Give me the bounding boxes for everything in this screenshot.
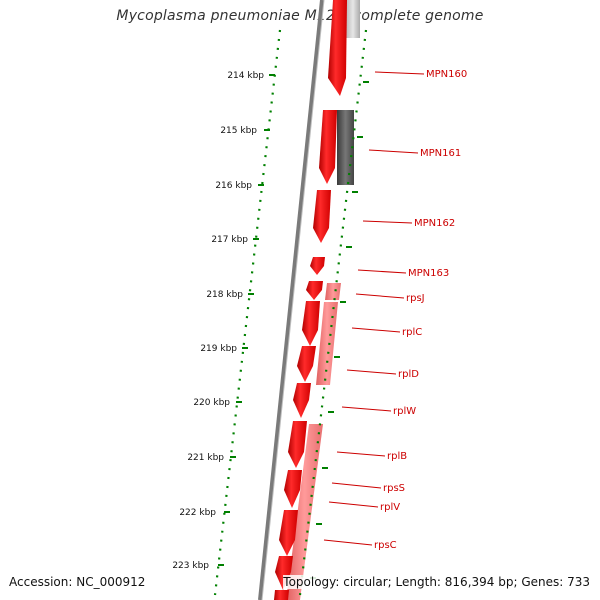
gene-red-rplc (302, 301, 320, 346)
genome-backbone-highlight (261, 0, 325, 600)
gene-red-rplw (293, 383, 311, 418)
gene-label: rplD (398, 369, 419, 380)
tick-label: 215 kbp (220, 126, 257, 136)
gene-red-mpn163 (310, 257, 325, 275)
gene-red-rplv (279, 510, 298, 556)
gene-label: rpsJ (406, 293, 425, 304)
gene-red-rpsj (306, 281, 323, 300)
map-title: Mycoplasma pneumoniae M129, complete gen… (116, 8, 484, 24)
gene-pink-rpsj (325, 283, 341, 300)
tick-label: 221 kbp (187, 453, 224, 463)
tick-label: 220 kbp (193, 398, 230, 408)
gene-label: MPN162 (414, 218, 455, 229)
genome-backbone (258, 0, 324, 600)
ticks: 214 kbp 215 kbp 216 kbp 217 kbp 218 kbp … (172, 71, 275, 571)
gene-label: rpsC (374, 540, 397, 551)
tick-label: 214 kbp (227, 71, 264, 81)
tick-label: 216 kbp (215, 181, 252, 191)
gene-labels: MPN160 MPN161 MPN162 MPN163 rpsJ rplC rp… (374, 69, 467, 551)
gene-label: rplB (387, 451, 407, 462)
gene-grey-top (346, 0, 360, 38)
gene-red-bottom (274, 590, 289, 600)
tick-label: 217 kbp (211, 235, 248, 245)
gene-label: MPN160 (426, 69, 467, 80)
gene-leader-lines (323, 71, 425, 546)
gene-label: MPN161 (420, 148, 461, 159)
gene-label: rpsS (383, 483, 405, 494)
gene-pink-rplc (316, 302, 338, 385)
gene-red-mpn161 (319, 110, 337, 184)
gene-grey-mpn161 (337, 110, 354, 185)
gene-red-rpss (284, 470, 302, 508)
tick-label: 218 kbp (206, 290, 243, 300)
gene-label: rplV (380, 502, 400, 513)
tick-label: 222 kbp (179, 508, 216, 518)
tick-label: 219 kbp (200, 344, 237, 354)
gene-red-rpsc (275, 556, 293, 590)
gene-red-rplb (288, 421, 307, 468)
gene-label: rplW (393, 406, 416, 417)
gene-label: MPN163 (408, 268, 449, 279)
accession-text: Accession: NC_000912 (9, 575, 146, 589)
genome-stats-text: Topology: circular; Length: 816,394 bp; … (283, 575, 590, 589)
gene-red-mpn162 (313, 190, 331, 243)
gene-red-rpld (297, 346, 316, 382)
tick-label: 223 kbp (172, 561, 209, 571)
gene-red-top (328, 0, 347, 96)
gene-label: rplC (402, 327, 422, 338)
